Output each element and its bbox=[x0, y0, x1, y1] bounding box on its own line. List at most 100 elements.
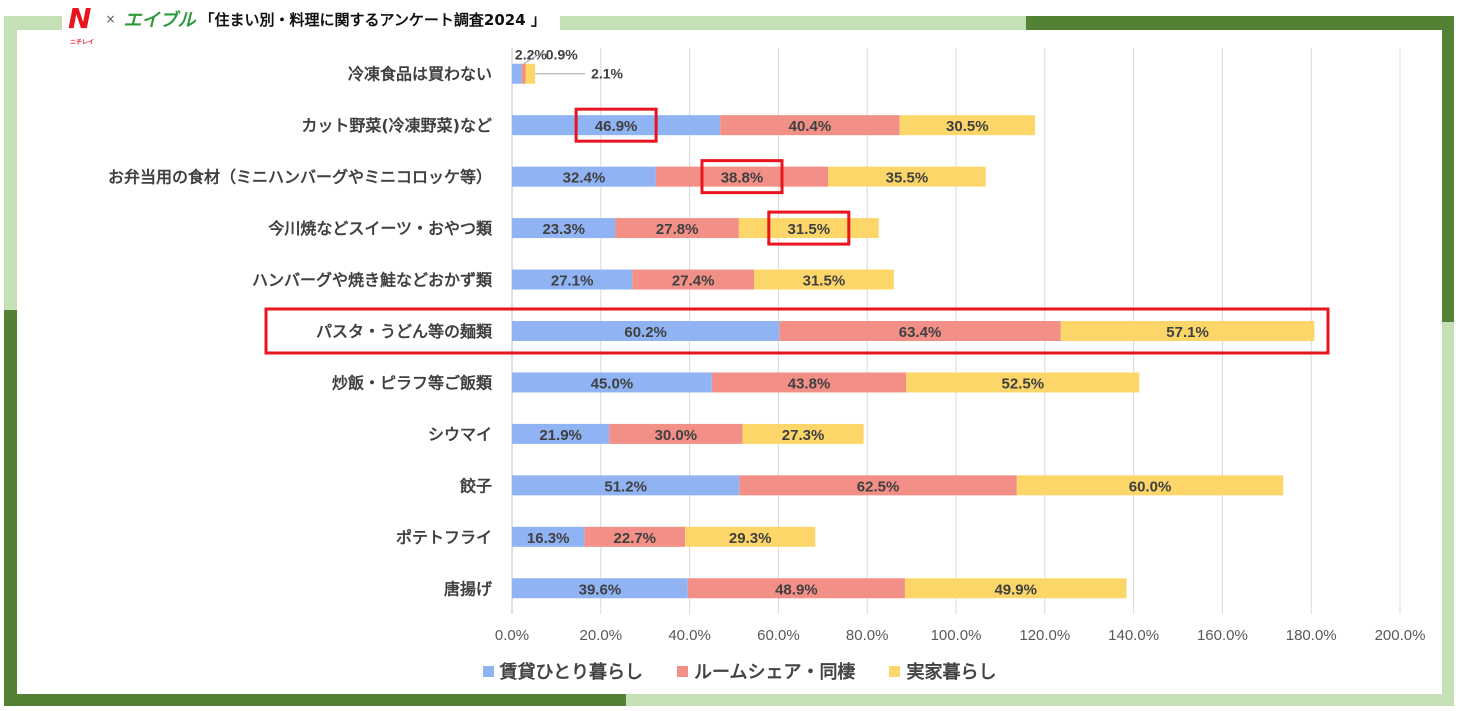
data-label: 23.3% bbox=[542, 221, 585, 238]
data-label: 30.0% bbox=[655, 427, 698, 444]
data-label: 22.7% bbox=[613, 530, 656, 547]
x-tick-label: 20.0% bbox=[580, 627, 623, 644]
bar-segment bbox=[521, 63, 526, 84]
x-tick-label: 140.0% bbox=[1108, 627, 1159, 644]
bar-segment bbox=[584, 526, 686, 547]
bar-segment bbox=[742, 423, 864, 444]
category-label: 唐揚げ bbox=[444, 579, 493, 598]
legend-label-3: 実家暮らし bbox=[906, 662, 997, 683]
data-label: 29.3% bbox=[729, 530, 772, 547]
category-label: パスタ・うどん等の麺類 bbox=[316, 322, 493, 341]
category-label: お弁当用の食材（ミニハンバーグやミニコロッケ等） bbox=[108, 168, 492, 187]
bar-segment bbox=[899, 115, 1036, 136]
bar-segment bbox=[779, 321, 1061, 341]
bar-segment bbox=[512, 475, 740, 496]
x-tick-label: 180.0% bbox=[1286, 627, 1337, 644]
legend-swatch-1 bbox=[482, 665, 494, 677]
data-label: 0.9% bbox=[546, 47, 578, 63]
bar-segment bbox=[1060, 321, 1315, 341]
category-label: シウマイ bbox=[428, 425, 492, 444]
data-label: 2.2% bbox=[515, 47, 547, 63]
data-label: 43.8% bbox=[788, 375, 831, 392]
bar-segment bbox=[828, 166, 986, 187]
data-label: 52.5% bbox=[1002, 375, 1045, 392]
category-label: ポテトフライ bbox=[396, 528, 492, 547]
bar-segment bbox=[1016, 475, 1284, 496]
category-label: カット野菜(冷凍野菜)など bbox=[301, 116, 492, 135]
data-label: 48.9% bbox=[775, 581, 818, 598]
data-label: 2.1% bbox=[591, 66, 623, 82]
legend-swatch-3 bbox=[889, 665, 901, 677]
chart-title: 「住まい別・料理に関するアンケート調査2024 」 bbox=[199, 10, 546, 29]
category-label: 今川焼などスイーツ・おやつ類 bbox=[267, 219, 493, 238]
data-label: 40.4% bbox=[789, 118, 832, 135]
data-label: 32.4% bbox=[563, 170, 606, 187]
x-tick-label: 200.0% bbox=[1375, 627, 1426, 644]
bar-segment bbox=[685, 526, 816, 547]
data-label: 39.6% bbox=[579, 581, 622, 598]
data-label: 30.5% bbox=[946, 118, 989, 135]
data-label: 35.5% bbox=[886, 170, 929, 187]
bar-segment bbox=[512, 526, 585, 547]
bar-segment bbox=[609, 423, 743, 444]
data-label: 60.2% bbox=[624, 324, 667, 341]
bar-segment bbox=[512, 166, 656, 187]
data-label: 21.9% bbox=[539, 427, 582, 444]
category-label: 炒飯・ピラフ等ご飯類 bbox=[332, 373, 493, 392]
x-tick-label: 120.0% bbox=[1019, 627, 1070, 644]
bar-segment bbox=[525, 63, 536, 84]
x-tick-label: 80.0% bbox=[846, 627, 889, 644]
legend-swatch-2 bbox=[677, 665, 688, 677]
cross-mark: × bbox=[105, 12, 116, 26]
data-label: 57.1% bbox=[1166, 324, 1209, 341]
frame-right-upper bbox=[1442, 16, 1454, 322]
frame-left-upper bbox=[4, 16, 17, 310]
frame-right-lower bbox=[1442, 322, 1454, 706]
data-label: 51.2% bbox=[604, 478, 647, 495]
x-tick-label: 0.0% bbox=[495, 627, 529, 644]
bar-segment bbox=[512, 578, 688, 599]
bar-segment bbox=[615, 218, 739, 239]
bar-segment bbox=[906, 372, 1140, 393]
legend-item-series-2: ルームシェア・同棲 bbox=[677, 658, 855, 684]
category-label: 冷凍食品は買わない bbox=[348, 65, 492, 84]
legend-item-series-1: 賃貸ひとり暮らし bbox=[482, 658, 643, 684]
bar-segment bbox=[711, 372, 907, 393]
frame-left-lower bbox=[4, 310, 17, 706]
category-label: 餃子 bbox=[460, 476, 492, 495]
bar-segment bbox=[512, 115, 721, 136]
frame-bottom-left bbox=[4, 694, 626, 706]
highlight-box bbox=[264, 307, 1330, 355]
legend-label-1: 賃貸ひとり暮らし bbox=[499, 662, 643, 683]
bar-segment bbox=[687, 578, 905, 599]
data-label: 27.8% bbox=[656, 221, 699, 238]
highlight-box bbox=[700, 159, 784, 195]
bar-segment bbox=[512, 423, 610, 444]
nichirei-logo-sub: ニチレイ bbox=[70, 39, 95, 46]
leader-line bbox=[523, 52, 543, 65]
bar-segment bbox=[512, 372, 712, 393]
bar-segment bbox=[512, 269, 633, 290]
bar-segment bbox=[904, 578, 1127, 599]
x-tick-label: 160.0% bbox=[1197, 627, 1248, 644]
bar-segment bbox=[512, 218, 616, 239]
bar-segment bbox=[739, 475, 1017, 496]
bar-segment bbox=[512, 63, 522, 84]
bar-segment bbox=[720, 115, 900, 136]
data-label: 49.9% bbox=[994, 581, 1037, 598]
bar-segment bbox=[738, 218, 879, 239]
frame-top-right bbox=[1026, 16, 1454, 30]
data-label: 60.0% bbox=[1129, 478, 1172, 495]
legend-label-2: ルームシェア・同棲 bbox=[694, 662, 856, 683]
data-label: 27.1% bbox=[551, 273, 594, 290]
data-label: 38.8% bbox=[721, 170, 764, 187]
data-label: 45.0% bbox=[591, 375, 634, 392]
highlight-box bbox=[767, 210, 851, 246]
nichirei-logo: N ニチレイ bbox=[68, 5, 94, 47]
data-label: 46.9% bbox=[595, 118, 638, 135]
data-label: 31.5% bbox=[803, 273, 846, 290]
x-tick-label: 60.0% bbox=[757, 627, 800, 644]
bar-segment bbox=[512, 321, 780, 341]
data-label: 27.4% bbox=[672, 273, 715, 290]
